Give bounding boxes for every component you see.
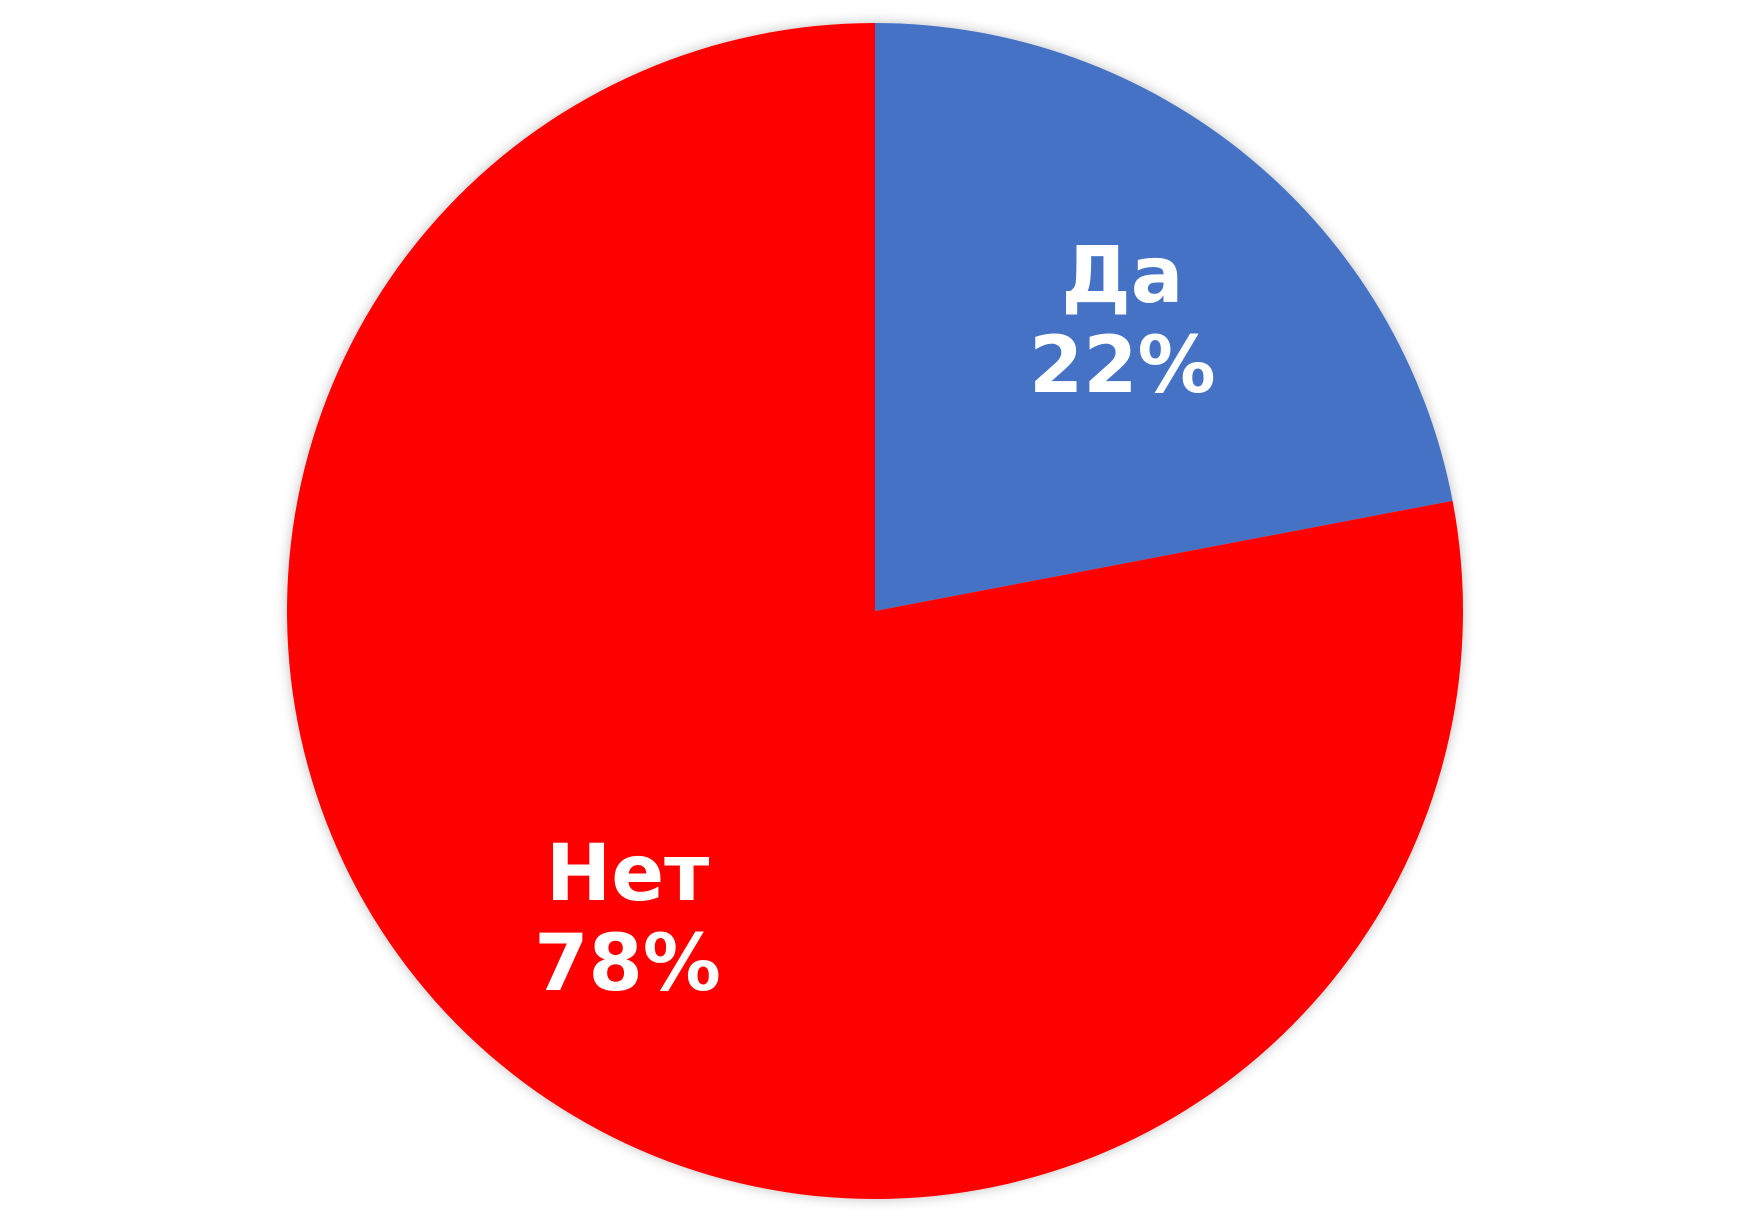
slice-category-label-da: Да [1061, 231, 1183, 321]
slice-value-label-net: 78% [534, 919, 721, 1009]
pie-slice-da [875, 23, 1453, 611]
slice-value-label-da: 22% [1029, 321, 1216, 411]
slice-category-label-net: Нет [546, 829, 709, 919]
pie-slice-net [286, 23, 1463, 1199]
pie-slices [286, 23, 1463, 1199]
